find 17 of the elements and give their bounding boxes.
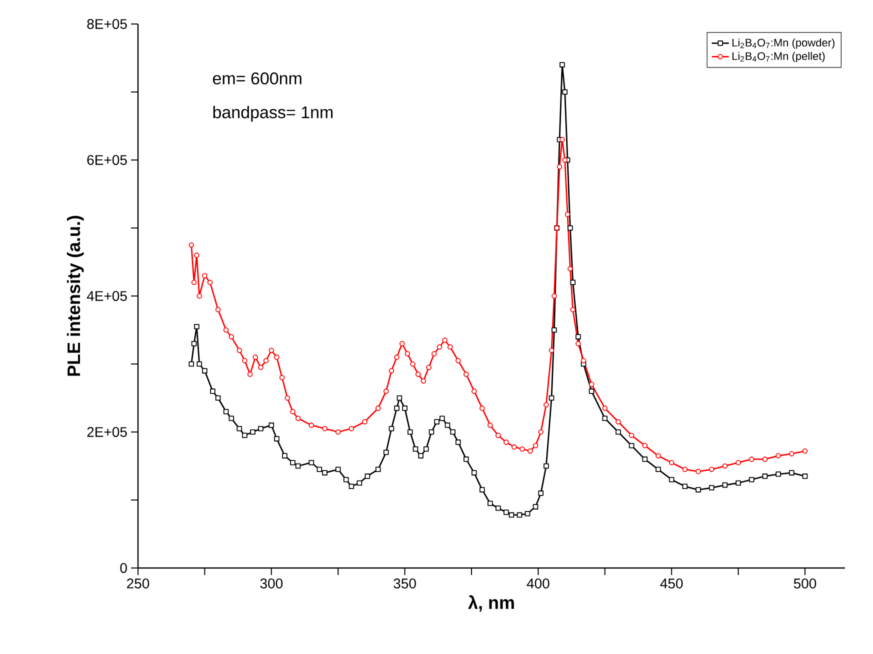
x-axis-title: λ, nm — [468, 595, 514, 612]
legend-label: Li$_{2}$B$_{4}$O$_{7}$:Mn (pellet) — [732, 52, 825, 62]
x-tick-label: 400 — [526, 578, 550, 588]
legend-label: Li$_{2}$B$_{4}$O$_{7}$:Mn (powder) — [732, 38, 834, 49]
x-tick-label: 250 — [127, 578, 150, 588]
y-tick-label: 4E+05 — [86, 291, 127, 301]
y-tick-label: 6E+05 — [87, 155, 127, 165]
x-tick-label: 450 — [660, 578, 683, 588]
x-tick-label: 500 — [794, 578, 816, 588]
annotation: bandpass= 1nm — [213, 106, 333, 122]
annotation: em= 600nm — [212, 72, 302, 84]
y-tick-label: 8E+05 — [87, 19, 127, 29]
y-tick-label: 2E+05 — [87, 427, 127, 437]
y-tick-label: 0 — [120, 563, 127, 573]
y-axis-title: PLE intensity (a.u.) — [66, 216, 84, 376]
x-tick-label: 350 — [394, 578, 416, 588]
x-tick-label: 300 — [260, 578, 283, 588]
